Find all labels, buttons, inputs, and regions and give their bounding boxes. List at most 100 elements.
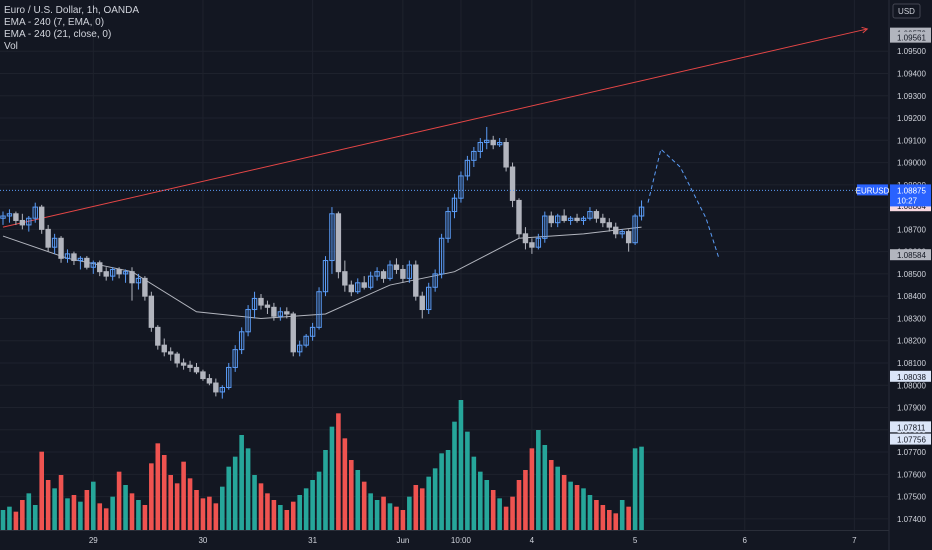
- indicator-volume-label[interactable]: Vol: [4, 41, 18, 52]
- candle-body: [361, 282, 367, 288]
- volume-bar: [632, 448, 638, 530]
- volume-bar: [239, 435, 244, 530]
- volume-bar: [78, 501, 83, 530]
- volume-bar: [471, 456, 477, 530]
- price-badge: [890, 421, 931, 433]
- symbol-tag-label: EURUSD: [856, 186, 890, 195]
- candle-body: [355, 282, 361, 293]
- volume-bar: [368, 493, 373, 530]
- volume-bar: [39, 451, 44, 530]
- candle-body: [406, 264, 413, 279]
- candle-body: [161, 344, 167, 353]
- volume-bar: [381, 496, 386, 530]
- candle-body: [400, 268, 406, 279]
- volume-bar: [310, 480, 315, 530]
- candle-body: [625, 231, 632, 244]
- candle-body: [290, 313, 296, 353]
- volume-bar: [142, 505, 148, 530]
- y-tick-label: 1.09300: [897, 92, 926, 101]
- currency-label[interactable]: USD: [898, 7, 915, 16]
- candle-body: [84, 257, 90, 268]
- candle-body: [129, 271, 135, 284]
- candle-body: [226, 366, 232, 388]
- trend-line-arrowhead: [861, 26, 869, 34]
- volume-bar: [355, 470, 361, 530]
- x-tick-label: 5: [633, 536, 638, 545]
- volume-bar: [387, 503, 393, 530]
- y-tick-label: 1.08200: [897, 337, 926, 346]
- volume-bar: [400, 510, 406, 530]
- candle-body: [458, 175, 464, 199]
- candle-body: [329, 213, 335, 262]
- candle-body: [51, 237, 58, 248]
- candle-body: [367, 275, 374, 288]
- volume-bar: [432, 468, 438, 530]
- candle-body: [600, 217, 606, 224]
- x-tick-label: 7: [852, 536, 857, 545]
- volume-bar: [516, 480, 522, 530]
- indicator-ema-fast-label[interactable]: EMA - 240 (7, EMA, 0): [4, 17, 105, 28]
- candle-body: [374, 271, 380, 277]
- price-badge: [890, 249, 931, 261]
- volume-bar: [523, 470, 528, 530]
- y-tick-label: 1.09000: [897, 159, 926, 168]
- candle-body: [303, 335, 309, 346]
- volume-bar: [265, 493, 270, 530]
- y-tick-label: 1.08700: [897, 225, 926, 234]
- volume-bar: [561, 475, 567, 530]
- candle-body: [109, 268, 116, 277]
- volume-bar: [349, 460, 354, 530]
- candle-body: [322, 260, 329, 293]
- candle-body: [284, 311, 290, 315]
- volume-bar: [258, 483, 264, 530]
- volume-bar: [245, 448, 251, 530]
- volume-bar: [445, 450, 451, 530]
- projection-path[interactable]: [647, 148, 720, 259]
- volume-bar: [458, 400, 464, 530]
- volume-bar: [91, 481, 96, 530]
- indicator-ema-slow-label[interactable]: EMA - 240 (21, close, 0): [4, 29, 112, 40]
- price-axis[interactable]: [889, 0, 932, 550]
- candle-body: [516, 199, 522, 235]
- candle-body: [509, 166, 516, 201]
- volume-bar: [284, 510, 290, 530]
- price-badge-label: 1.08038: [897, 373, 926, 382]
- volume-bar: [555, 466, 560, 530]
- y-tick-label: 1.08300: [897, 314, 926, 323]
- y-tick-label: 1.09100: [897, 136, 926, 145]
- bar-countdown: 10:27: [897, 196, 918, 205]
- candle-body: [168, 351, 174, 355]
- volume-bar: [58, 475, 64, 530]
- volume-bar: [303, 488, 309, 530]
- x-tick-label: 6: [743, 536, 748, 545]
- volume-bar: [278, 505, 283, 530]
- candle-body: [90, 262, 96, 268]
- candle-body: [180, 362, 187, 366]
- volume-bar: [329, 426, 335, 530]
- volume-bar: [478, 471, 483, 530]
- symbol-title[interactable]: Euro / U.S. Dollar, 1h, OANDA: [4, 5, 140, 16]
- last-price-value: 1.08875: [897, 186, 926, 195]
- candle-body: [155, 326, 161, 346]
- volume-bar: [548, 460, 554, 530]
- volume-bar: [32, 505, 38, 530]
- volume-bar: [490, 490, 496, 530]
- volume-bar: [103, 508, 109, 530]
- volume-bar: [136, 500, 141, 530]
- candle-body: [542, 215, 548, 239]
- volume-bar: [407, 496, 412, 530]
- volume-bar: [97, 503, 103, 530]
- trend-line[interactable]: [2, 28, 868, 228]
- candle-body: [613, 226, 619, 235]
- y-tick-label: 1.08400: [897, 292, 926, 301]
- volume-bar: [426, 476, 431, 530]
- candle-body: [490, 139, 496, 146]
- volume-bar: [536, 430, 541, 530]
- volume-bar: [568, 481, 573, 530]
- currency-button[interactable]: [892, 3, 921, 19]
- volume-bar: [419, 488, 425, 530]
- candle-body: [174, 353, 180, 364]
- volume-bar: [503, 506, 509, 530]
